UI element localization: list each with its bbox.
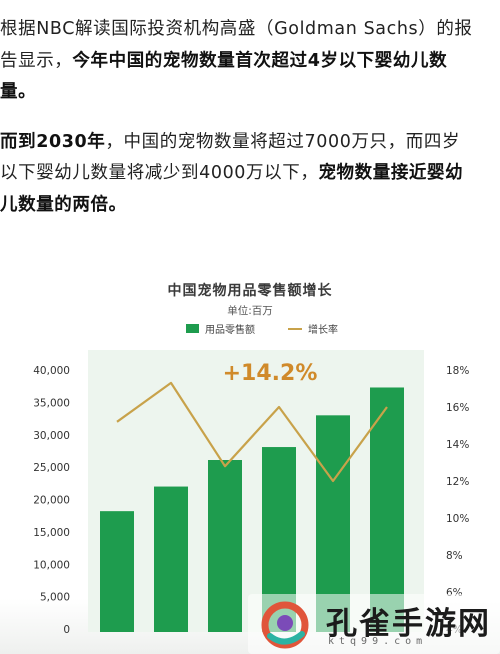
chart-figure: 中国宠物用品零售额增长单位:百万用品零售额 增长率 0 5,000 10,000 15,0…: [0, 258, 500, 654]
y-tick-label: 5,000: [40, 592, 70, 604]
paragraph-2-text: ，中国的宠物数量将超过7000万只，而四岁以下婴幼儿数量将减少到4000万以下，: [0, 131, 461, 184]
y-tick-label: 20,000: [33, 495, 70, 507]
chart-subtitle: 单位:百万: [227, 304, 273, 317]
y-tick-label: 10,000: [33, 559, 70, 571]
bar: [208, 460, 242, 632]
y2-tick-label: 12%: [446, 476, 469, 488]
legend-bar-swatch: [186, 324, 199, 333]
y-tick-label: 30,000: [33, 430, 70, 442]
bar: [154, 486, 188, 632]
paragraph-1-text: 根据NBC解读国际投资机构高盛（Goldman Sachs）的报告显示，: [0, 19, 473, 71]
watermark: 孔雀手游网 ktq99.com: [248, 594, 500, 654]
chart-title: 中国宠物用品零售额增长: [168, 282, 333, 299]
y-tick-label: 0: [63, 624, 70, 636]
peacock-logo-icon: [261, 601, 309, 649]
paragraph-1: 根据NBC解读国际投资机构高盛（Goldman Sachs）的报告显示，今年中国…: [0, 14, 476, 109]
watermark-title: 孔雀手游网: [326, 606, 491, 642]
y2-tick-label: 14%: [446, 439, 469, 451]
legend-line-label: 增长率: [308, 323, 338, 336]
legend-bar-label: 用品零售额: [205, 323, 255, 336]
y-tick-label: 40,000: [33, 365, 70, 377]
bar: [370, 387, 404, 632]
paragraph-2-bold-2: 宠物数量接近婴幼儿数量的两倍。: [0, 163, 464, 215]
y2-tick-label: 8%: [446, 550, 463, 562]
y2-tick-label: 16%: [446, 402, 469, 414]
bar: [100, 511, 134, 632]
y-tick-label: 35,000: [33, 397, 70, 409]
watermark-url: ktq99.com: [328, 636, 428, 647]
y-tick-label: 25,000: [33, 462, 70, 474]
growth-annotation: +14.2%: [223, 361, 318, 386]
growth-rate-line: [116, 381, 388, 483]
plot-background: [88, 350, 424, 632]
y2-tick-label: 10%: [446, 513, 469, 525]
y-tick-label: 15,000: [33, 527, 70, 539]
paragraph-2: 而到2030年，中国的宠物数量将超过7000万只，而四岁以下婴幼儿数量将减少到4…: [0, 127, 476, 222]
article-text: 根据NBC解读国际投资机构高盛（Goldman Sachs）的报告显示，今年中国…: [0, 0, 500, 221]
y2-tick-label: 18%: [446, 365, 469, 377]
paragraph-1-bold: 今年中国的宠物数量首次超过4岁以下婴幼儿数量。: [0, 50, 448, 103]
paragraph-2-bold-1: 而到2030年: [0, 131, 106, 152]
